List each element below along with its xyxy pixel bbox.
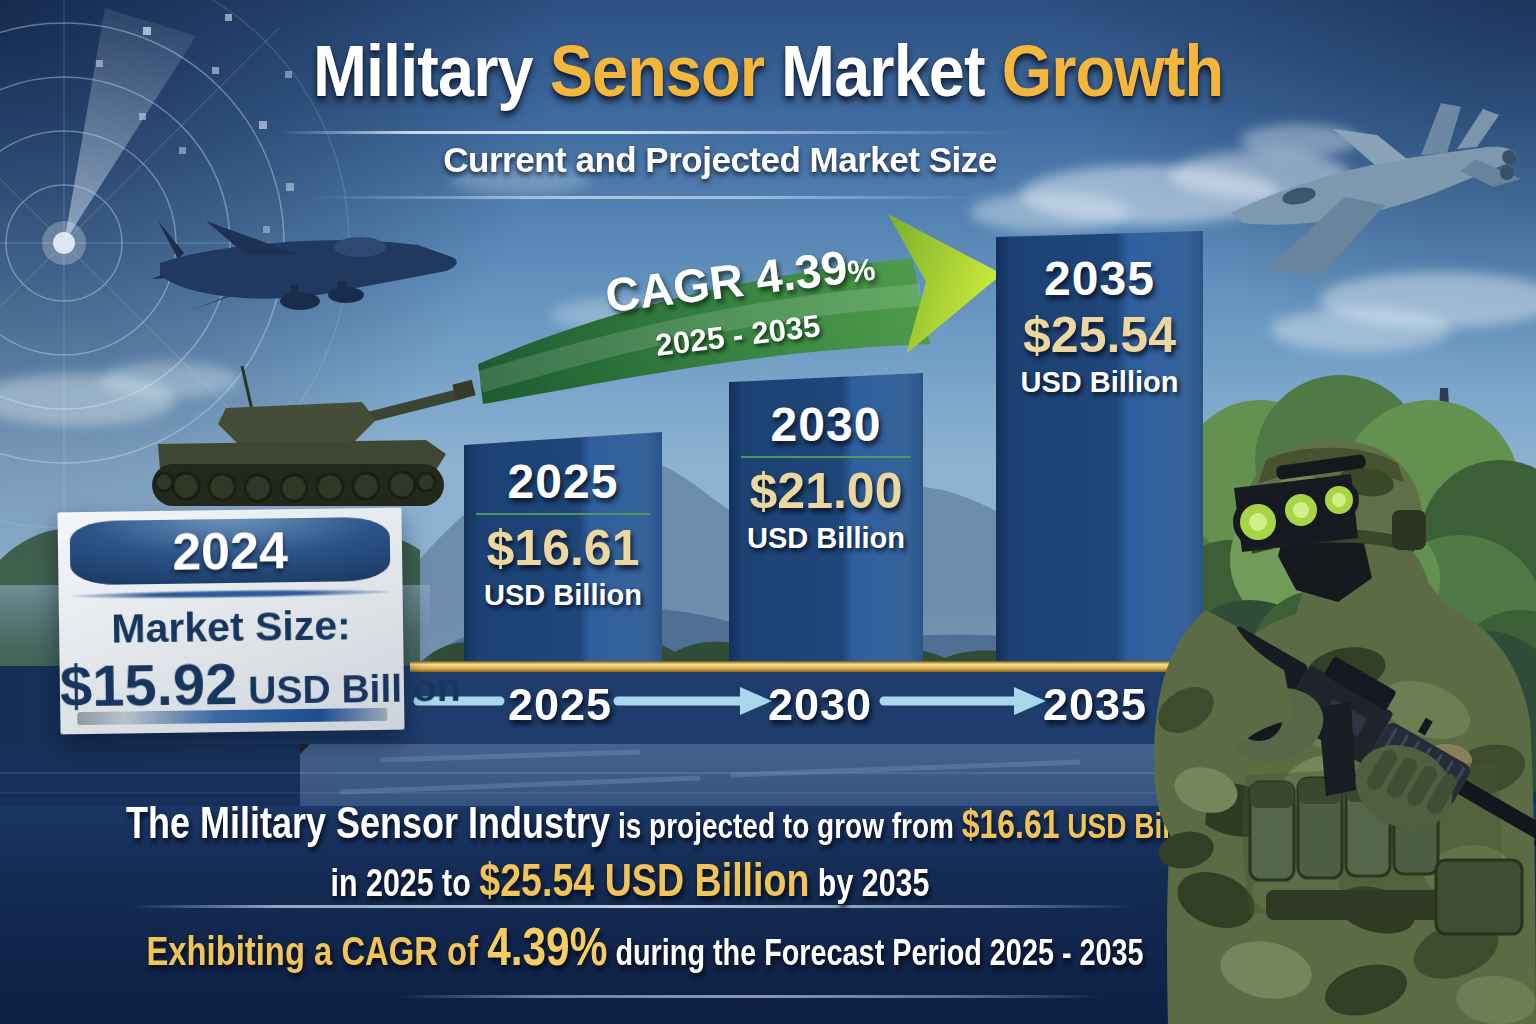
timeline-year-2030: 2030 [768,679,872,731]
summary-line-2: in 2025 to $25.54 USD Billion by 2035 [126,852,1134,907]
timeline-year-2035: 2035 [1043,679,1147,731]
market-size-2024-card: 2024 Market Size: $15.92 USD Billion [57,508,404,735]
summary-line-1: The Military Sensor Industry is projecte… [126,797,1134,849]
bar-2030: 2030 $21.00 USD Billion [729,373,923,664]
infographic: Military Sensor Market Growth Current an… [0,0,1536,1024]
timeline-year-2025: 2025 [508,679,612,731]
bar-2025: 2025 $16.61 USD Billion [464,432,662,664]
page-subtitle: Current and Projected Market Size [0,140,1440,180]
subtitle-divider [310,196,980,199]
title-divider [280,131,1020,134]
page-title: Military Sensor Market Growth [77,30,1459,112]
summary-line-3: Exhibiting a CAGR of 4.39% during the Fo… [129,916,1161,977]
soldier-illustration [1146,430,1536,1024]
footer-divider [395,995,1105,998]
baseline-bar [410,661,1212,672]
